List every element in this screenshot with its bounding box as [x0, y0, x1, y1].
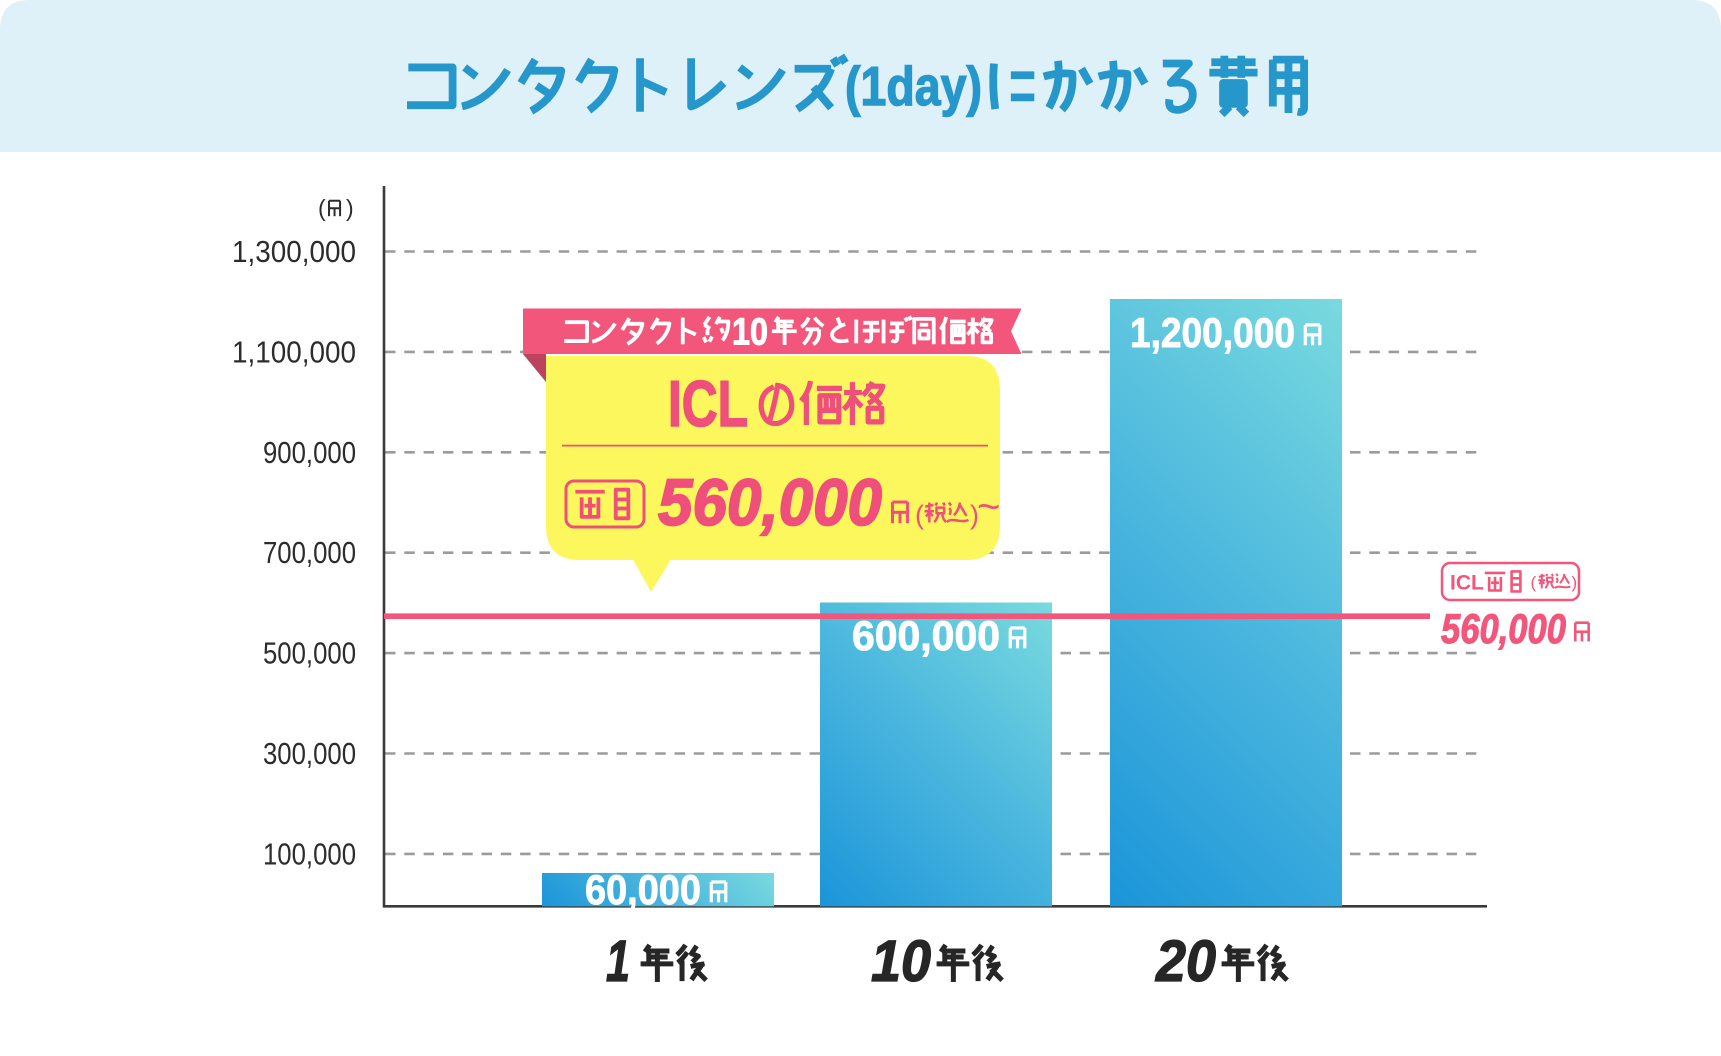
svg-text:~: ~	[977, 485, 1000, 529]
svg-text:ICL: ICL	[1450, 572, 1484, 595]
svg-text:1,300,000: 1,300,000	[232, 234, 356, 269]
svg-text:600,000: 600,000	[852, 612, 1000, 659]
svg-text:900,000: 900,000	[263, 435, 356, 470]
svg-text:560,000: 560,000	[658, 465, 882, 539]
svg-text:60,000: 60,000	[585, 866, 701, 913]
svg-text:(: (	[915, 500, 924, 530]
svg-text:1,100,000: 1,100,000	[232, 334, 356, 369]
svg-text:10: 10	[871, 929, 931, 994]
svg-text:100,000: 100,000	[263, 836, 356, 871]
svg-text:(: (	[318, 195, 326, 221]
svg-text:1: 1	[606, 929, 630, 994]
svg-text:(: (	[1531, 573, 1537, 592]
svg-text:): )	[970, 500, 979, 530]
svg-text:500,000: 500,000	[263, 636, 356, 671]
svg-text:300,000: 300,000	[263, 736, 356, 771]
svg-text:560,000: 560,000	[1441, 605, 1566, 652]
svg-text:): )	[346, 195, 354, 221]
svg-text:10: 10	[732, 312, 768, 354]
svg-text:ICL: ICL	[668, 367, 748, 440]
svg-text:700,000: 700,000	[263, 535, 356, 570]
svg-text:): )	[1572, 573, 1578, 592]
svg-text:20: 20	[1155, 929, 1216, 994]
svg-text:1,200,000: 1,200,000	[1130, 309, 1295, 356]
svg-text:(1day): (1day)	[845, 55, 982, 117]
